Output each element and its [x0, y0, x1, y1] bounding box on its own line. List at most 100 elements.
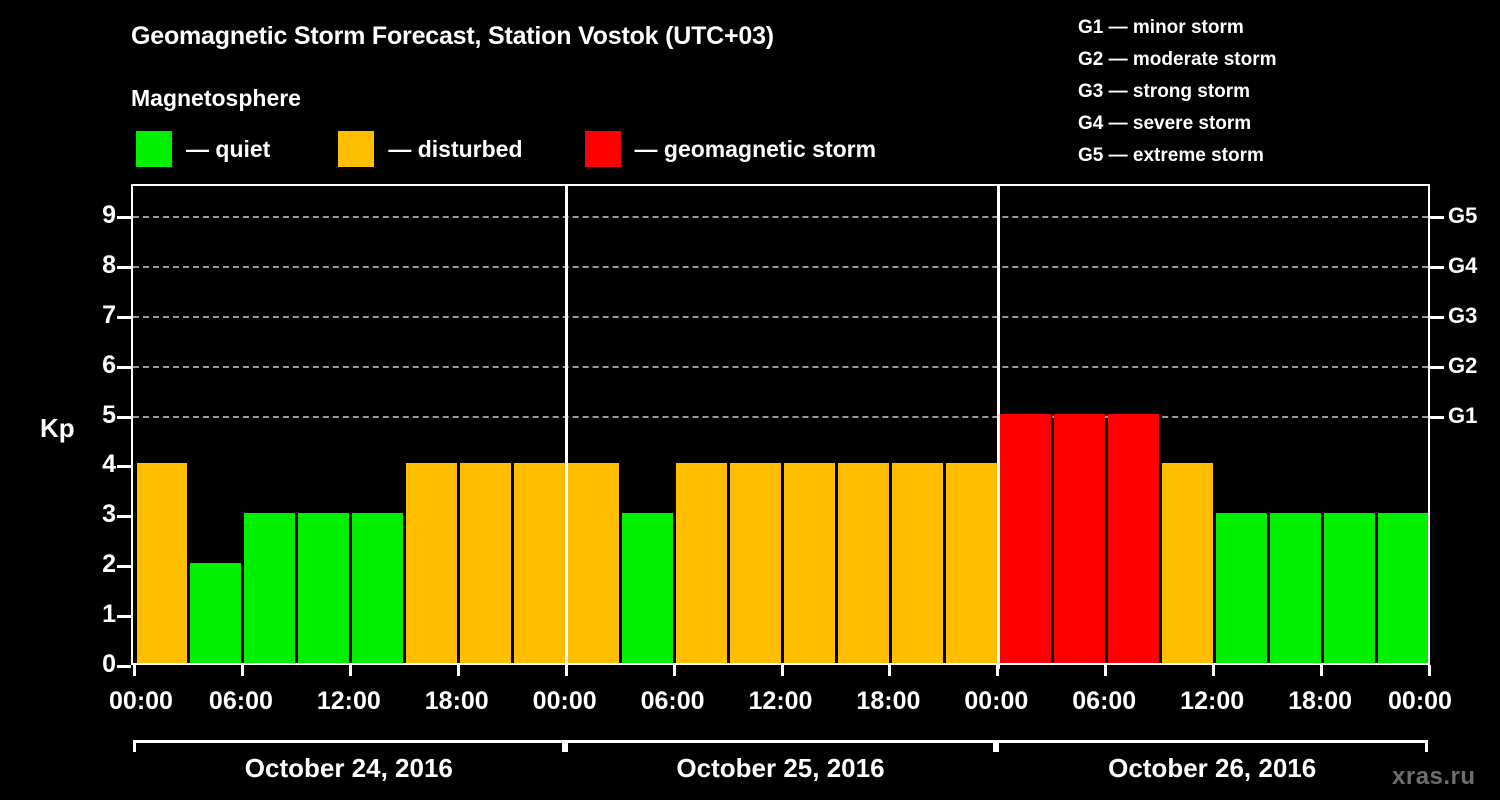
- g-tick-mark: [1430, 415, 1444, 419]
- kp-bar: [1323, 513, 1375, 663]
- x-tick-mark: [133, 665, 136, 676]
- x-tick-mark: [1320, 665, 1324, 676]
- y-tick-label-5: 5: [102, 400, 116, 429]
- kp-bar: [891, 463, 943, 663]
- g-tick-mark: [1430, 315, 1444, 319]
- kp-bar: [784, 463, 835, 663]
- y-tick-label-2: 2: [102, 550, 116, 579]
- x-tick-label: 06:00: [640, 687, 705, 715]
- y-tick-mark: [117, 665, 131, 668]
- magnetosphere-section-label: Magnetosphere: [131, 85, 301, 111]
- y-tick-mark: [117, 365, 131, 369]
- gridline-kp-5: [133, 415, 1428, 418]
- legend-label-geomagnetic-storm: — geomagnetic storm: [634, 135, 877, 162]
- x-tick-mark: [1104, 665, 1108, 676]
- x-tick-label: 06:00: [1072, 687, 1137, 715]
- g-tick-mark: [1430, 365, 1444, 369]
- y-tick-label-3: 3: [102, 500, 116, 529]
- kp-bar: [1377, 513, 1429, 663]
- x-tick-label: 00:00: [964, 687, 1029, 715]
- page-title: Geomagnetic Storm Forecast, Station Vost…: [131, 22, 774, 50]
- x-tick-mark: [564, 665, 568, 676]
- g-tick-label-g5: G5: [1448, 202, 1478, 228]
- y-tick-label-0: 0: [102, 650, 116, 678]
- y-tick-mark: [117, 615, 131, 619]
- legend-label-disturbed: — disturbed: [388, 135, 523, 162]
- x-tick-mark: [672, 665, 676, 676]
- y-tick-label-7: 7: [102, 300, 116, 329]
- kp-bar: [676, 463, 728, 663]
- gridline-kp-9: [133, 215, 1428, 218]
- g-tick-label-g4: G4: [1448, 252, 1478, 278]
- y-tick-mark: [117, 465, 131, 469]
- plot-inner: [133, 184, 1429, 669]
- kp-bar: [298, 513, 350, 663]
- gridline-kp-7: [133, 315, 1428, 318]
- y-tick-mark: [117, 315, 131, 319]
- day-label: October 25, 2016: [676, 753, 885, 783]
- kp-bar: [730, 463, 781, 663]
- x-tick-mark: [1428, 665, 1431, 676]
- y-tick-label-6: 6: [102, 350, 116, 379]
- geomagnetic-storm-color-swatch: [584, 131, 621, 167]
- day-label: October 26, 2016: [1108, 753, 1317, 783]
- x-tick-label: 18:00: [1288, 687, 1353, 715]
- legend-label-quiet: — quiet: [186, 135, 271, 162]
- x-tick-mark: [240, 665, 244, 676]
- plot-area: [131, 184, 1430, 669]
- x-tick-mark: [1212, 665, 1216, 676]
- kp-bar: [945, 463, 997, 663]
- day-bracket: [996, 740, 1428, 752]
- kp-bar: [406, 463, 458, 663]
- y-tick-label-4: 4: [102, 450, 116, 479]
- day-label: October 24, 2016: [244, 753, 453, 783]
- kp-bar: [1215, 513, 1267, 663]
- x-tick-label: 00:00: [109, 687, 173, 715]
- day-bracket: [133, 740, 565, 752]
- kp-bar: [568, 463, 620, 663]
- y-tick-mark: [117, 265, 131, 269]
- x-tick-mark: [888, 665, 892, 676]
- g-tick-mark: [1430, 265, 1444, 269]
- g-tick-label-g1: G1: [1448, 402, 1478, 428]
- day-separator: [565, 184, 569, 669]
- g-tick-label-g2: G2: [1448, 352, 1478, 378]
- gridline-kp-6: [133, 365, 1428, 368]
- kp-bar: [1269, 513, 1321, 663]
- y-tick-mark: [117, 565, 131, 569]
- g-scale-row-g3: G3 — strong storm: [1078, 81, 1251, 102]
- kp-bar: [244, 513, 296, 663]
- x-tick-label: 18:00: [424, 687, 489, 715]
- g-tick-label-g3: G3: [1448, 302, 1478, 328]
- x-tick-label: 12:00: [1180, 687, 1245, 715]
- x-tick-mark: [348, 665, 352, 676]
- x-tick-label: 00:00: [532, 687, 597, 715]
- kp-bar: [136, 463, 188, 663]
- kp-bar: [514, 463, 566, 663]
- y-tick-mark: [117, 415, 131, 419]
- disturbed-color-swatch: [338, 131, 375, 167]
- x-tick-mark: [456, 665, 460, 676]
- g-scale-row-g2: G2 — moderate storm: [1078, 49, 1277, 70]
- g-scale-row-g4: G4 — severe storm: [1078, 113, 1252, 134]
- y-tick-label-8: 8: [102, 250, 116, 279]
- x-tick-mark: [780, 665, 784, 676]
- x-tick-label: 12:00: [748, 687, 813, 715]
- color-legend: — quiet — disturbed — geomagnetic storm: [136, 131, 876, 167]
- g-tick-mark: [1430, 215, 1444, 219]
- x-tick-mark: [996, 665, 1000, 676]
- x-tick-label: 18:00: [856, 687, 921, 715]
- x-tick-label: 12:00: [316, 687, 381, 715]
- day-separator: [996, 184, 1000, 669]
- kp-bar: [1161, 463, 1213, 663]
- bars-layer: [133, 186, 1429, 663]
- kp-bar: [837, 463, 889, 663]
- g-scale-row-g1: G1 — minor storm: [1078, 17, 1244, 38]
- legend-entry-disturbed: — disturbed: [338, 131, 523, 167]
- y-tick-label-9: 9: [102, 200, 116, 229]
- kp-bar: [622, 513, 674, 663]
- x-tick-label: 00:00: [1388, 687, 1452, 715]
- quiet-color-swatch: [136, 131, 172, 167]
- kp-bar: [1053, 413, 1105, 663]
- legend-entry-quiet: — quiet: [136, 131, 270, 167]
